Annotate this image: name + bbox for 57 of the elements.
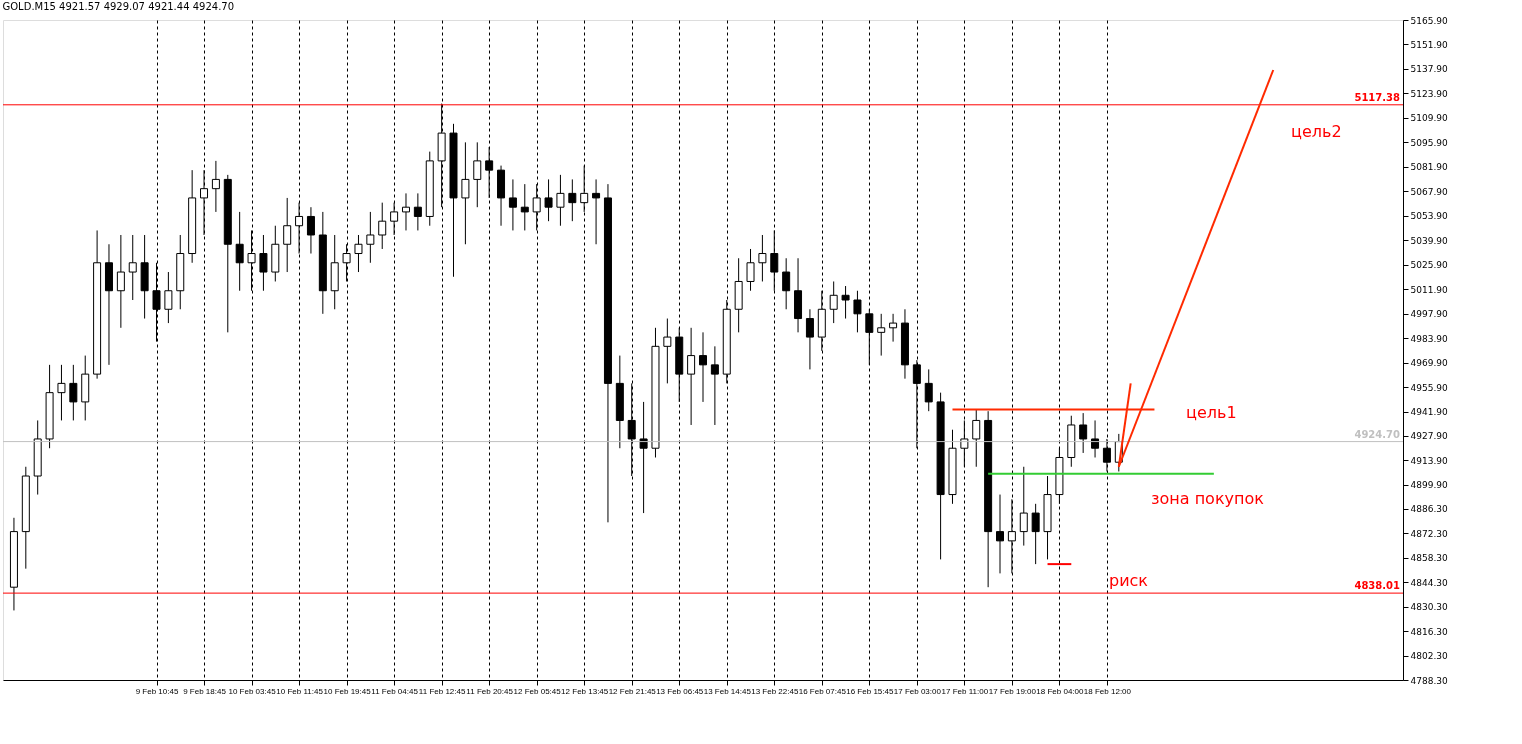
- y-tick-label: 4955.90: [1410, 382, 1448, 393]
- x-tick-label: 13 Feb 06:45: [656, 686, 704, 696]
- x-tick-label: 16 Feb 07:45: [798, 686, 847, 696]
- x-tick-label: 10 Feb 19:45: [323, 686, 372, 696]
- y-tick-label: 5039.90: [1410, 235, 1448, 246]
- y-tick-label: 4913.90: [1410, 455, 1448, 466]
- y-tick-label: 5137.90: [1410, 64, 1448, 75]
- y-tick-label: 4830.30: [1410, 602, 1448, 613]
- y-tick-label: 4858.30: [1410, 553, 1448, 564]
- y-tick-label: 4997.90: [1410, 309, 1448, 320]
- y-tick-label: 5123.90: [1410, 88, 1448, 99]
- x-tick-label: 13 Feb 22:45: [751, 686, 799, 696]
- y-tick-label: 5011.90: [1410, 284, 1448, 295]
- x-tick-label: 12 Feb 13:45: [561, 686, 609, 696]
- y-tick-label: 5151.90: [1410, 39, 1448, 50]
- x-tick-label: 10 Feb 11:45: [276, 686, 324, 696]
- y-tick-label: 4788.30: [1410, 675, 1448, 686]
- x-tick-label: 11 Feb 12:45: [418, 686, 466, 696]
- x-tick-label: 9 Feb 10:45: [135, 686, 179, 696]
- y-tick-label: 5095.90: [1410, 137, 1448, 148]
- y-tick-label: 4872.30: [1410, 528, 1448, 539]
- x-tick-label: 18 Feb 12:00: [1083, 686, 1132, 696]
- x-tick-label: 11 Feb 04:45: [371, 686, 419, 696]
- y-tick-label: 5025.90: [1410, 260, 1448, 271]
- y-tick-label: 4802.30: [1410, 651, 1448, 662]
- y-tick-label: 4941.90: [1410, 407, 1448, 418]
- x-tick-label: 11 Feb 20:45: [466, 686, 514, 696]
- ref-line-label: 4924.70: [1354, 428, 1401, 440]
- x-tick-label: 17 Feb 19:00: [988, 686, 1037, 696]
- y-tick-label: 4816.30: [1410, 626, 1448, 637]
- ref-line-label: 4838.01: [1354, 580, 1401, 592]
- y-tick-label: 5165.90: [1410, 15, 1448, 26]
- annotation: цель1: [1186, 402, 1237, 422]
- y-tick-label: 5053.90: [1410, 211, 1448, 222]
- x-tick-label: 9 Feb 18:45: [183, 686, 227, 696]
- y-tick-label: 4927.90: [1410, 431, 1448, 442]
- annotation: зона покупок: [1151, 488, 1265, 508]
- chart-title: GOLD.M15 4921.57 4929.07 4921.44 4924.70: [2, 1, 235, 12]
- y-tick-label: 4983.90: [1410, 333, 1448, 344]
- y-tick-label: 4969.90: [1410, 358, 1448, 369]
- annotation: цель2: [1291, 122, 1342, 142]
- x-tick-label: 17 Feb 03:00: [893, 686, 942, 696]
- x-tick-label: 10 Feb 03:45: [228, 686, 277, 696]
- x-tick-label: 12 Feb 21:45: [608, 686, 657, 696]
- y-tick-label: 4899.90: [1410, 480, 1448, 491]
- x-tick-label: 13 Feb 14:45: [703, 686, 752, 696]
- annotation: риск: [1109, 571, 1149, 590]
- x-tick-label: 16 Feb 15:45: [846, 686, 894, 696]
- y-tick-label: 5109.90: [1410, 113, 1448, 124]
- y-tick-label: 5081.90: [1410, 162, 1448, 173]
- x-tick-label: 12 Feb 05:45: [513, 686, 562, 696]
- x-tick-label: 18 Feb 04:00: [1036, 686, 1085, 696]
- x-tick-label: 17 Feb 11:00: [941, 686, 989, 696]
- y-tick-label: 4844.30: [1410, 577, 1448, 588]
- y-tick-label: 4886.30: [1410, 504, 1448, 515]
- ref-line-label: 5117.38: [1354, 91, 1401, 103]
- y-tick-label: 5067.90: [1410, 186, 1448, 197]
